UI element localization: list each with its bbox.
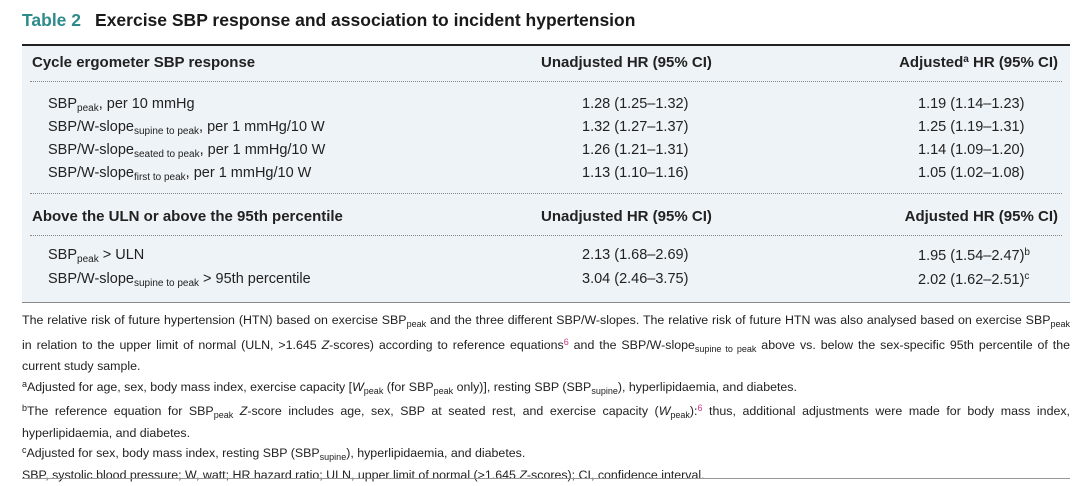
- table-row: SBPpeak > ULN 2.13 (1.68–2.69) 1.95 (1.5…: [22, 247, 1070, 269]
- divider: [30, 193, 1062, 194]
- row-label: SBP/W-slopesupine to peak, per 1 mmHg/10…: [48, 119, 325, 137]
- bottom-rule: [22, 478, 1070, 479]
- col3-text: Adjusted: [899, 54, 964, 71]
- row-adjusted-hr: 1.25 (1.19–1.31): [918, 119, 1025, 135]
- row-unadjusted-hr: 1.28 (1.25–1.32): [582, 96, 689, 112]
- footnote-abbreviations: SBP, systolic blood pressure; W, watt; H…: [22, 467, 705, 482]
- section1-header-row: Cycle ergometer SBP response Unadjusted …: [22, 54, 1070, 76]
- table-row: SBP/W-slopeseated to peak, per 1 mmHg/10…: [22, 142, 1070, 164]
- row-label: SBP/W-slopeseated to peak, per 1 mmHg/10…: [48, 142, 326, 160]
- row-adjusted-hr: 2.02 (1.62–2.51)c: [918, 271, 1030, 288]
- row-unadjusted-hr: 1.13 (1.10–1.16): [582, 165, 689, 181]
- footnote-c: cAdjusted for sex, body mass index, rest…: [22, 445, 526, 462]
- section2-header-col3: Adjusted HR (95% CI): [904, 208, 1058, 225]
- table-row: SBP/W-slopesupine to peak > 95th percent…: [22, 271, 1070, 293]
- col3-text-post: HR (95% CI): [968, 54, 1058, 71]
- table-number: Table 2: [22, 10, 82, 30]
- row-label: SBPpeak, per 10 mmHg: [48, 96, 195, 114]
- table-row: SBP/W-slopefirst to peak, per 1 mmHg/10 …: [22, 165, 1070, 187]
- row-adjusted-hr: 1.14 (1.09–1.20): [918, 142, 1025, 158]
- row-label: SBP/W-slopesupine to peak > 95th percent…: [48, 271, 311, 289]
- reference-link[interactable]: 6: [563, 336, 569, 347]
- row-unadjusted-hr: 1.26 (1.21–1.31): [582, 142, 689, 158]
- footnote-b: bThe reference equation for SBPpeak Z-sc…: [22, 403, 1070, 440]
- col3-footnote-mark: a: [963, 54, 969, 65]
- section1-header-col1: Cycle ergometer SBP response: [32, 54, 256, 71]
- footnote-general: The relative risk of future hypertension…: [22, 313, 1070, 373]
- row-adjusted-hr: 1.95 (1.54–2.47)b: [918, 247, 1030, 264]
- section2-header-col1: Above the ULN or above the 95th percenti…: [32, 208, 343, 225]
- row-label: SBPpeak > ULN: [48, 247, 145, 265]
- table-row: SBP/W-slopesupine to peak, per 1 mmHg/10…: [22, 119, 1070, 141]
- footnote-a: aAdjusted for age, sex, body mass index,…: [22, 378, 797, 396]
- section1-header-col3: Adjusteda HR (95% CI): [899, 54, 1058, 71]
- section2-header-row: Above the ULN or above the 95th percenti…: [22, 208, 1070, 230]
- table-caption: Table 2 Exercise SBP response and associa…: [22, 10, 635, 31]
- table-footnotes: The relative risk of future hypertension…: [22, 312, 1070, 484]
- data-table: Cycle ergometer SBP response Unadjusted …: [22, 44, 1070, 303]
- reference-link[interactable]: 6: [697, 403, 703, 413]
- divider: [30, 81, 1062, 82]
- divider: [30, 235, 1062, 236]
- row-label: SBP/W-slopefirst to peak, per 1 mmHg/10 …: [48, 165, 312, 183]
- row-adjusted-hr: 1.05 (1.02–1.08): [918, 165, 1025, 181]
- row-unadjusted-hr: 3.04 (2.46–3.75): [582, 271, 689, 287]
- table-title: Exercise SBP response and association to…: [95, 10, 636, 30]
- section1-header-col2: Unadjusted HR (95% CI): [541, 54, 712, 71]
- row-adjusted-hr: 1.19 (1.14–1.23): [918, 96, 1025, 112]
- row-unadjusted-hr: 1.32 (1.27–1.37): [582, 119, 689, 135]
- table-row: SBPpeak, per 10 mmHg 1.28 (1.25–1.32) 1.…: [22, 96, 1070, 118]
- row-unadjusted-hr: 2.13 (1.68–2.69): [582, 247, 689, 263]
- section2-header-col2: Unadjusted HR (95% CI): [541, 208, 712, 225]
